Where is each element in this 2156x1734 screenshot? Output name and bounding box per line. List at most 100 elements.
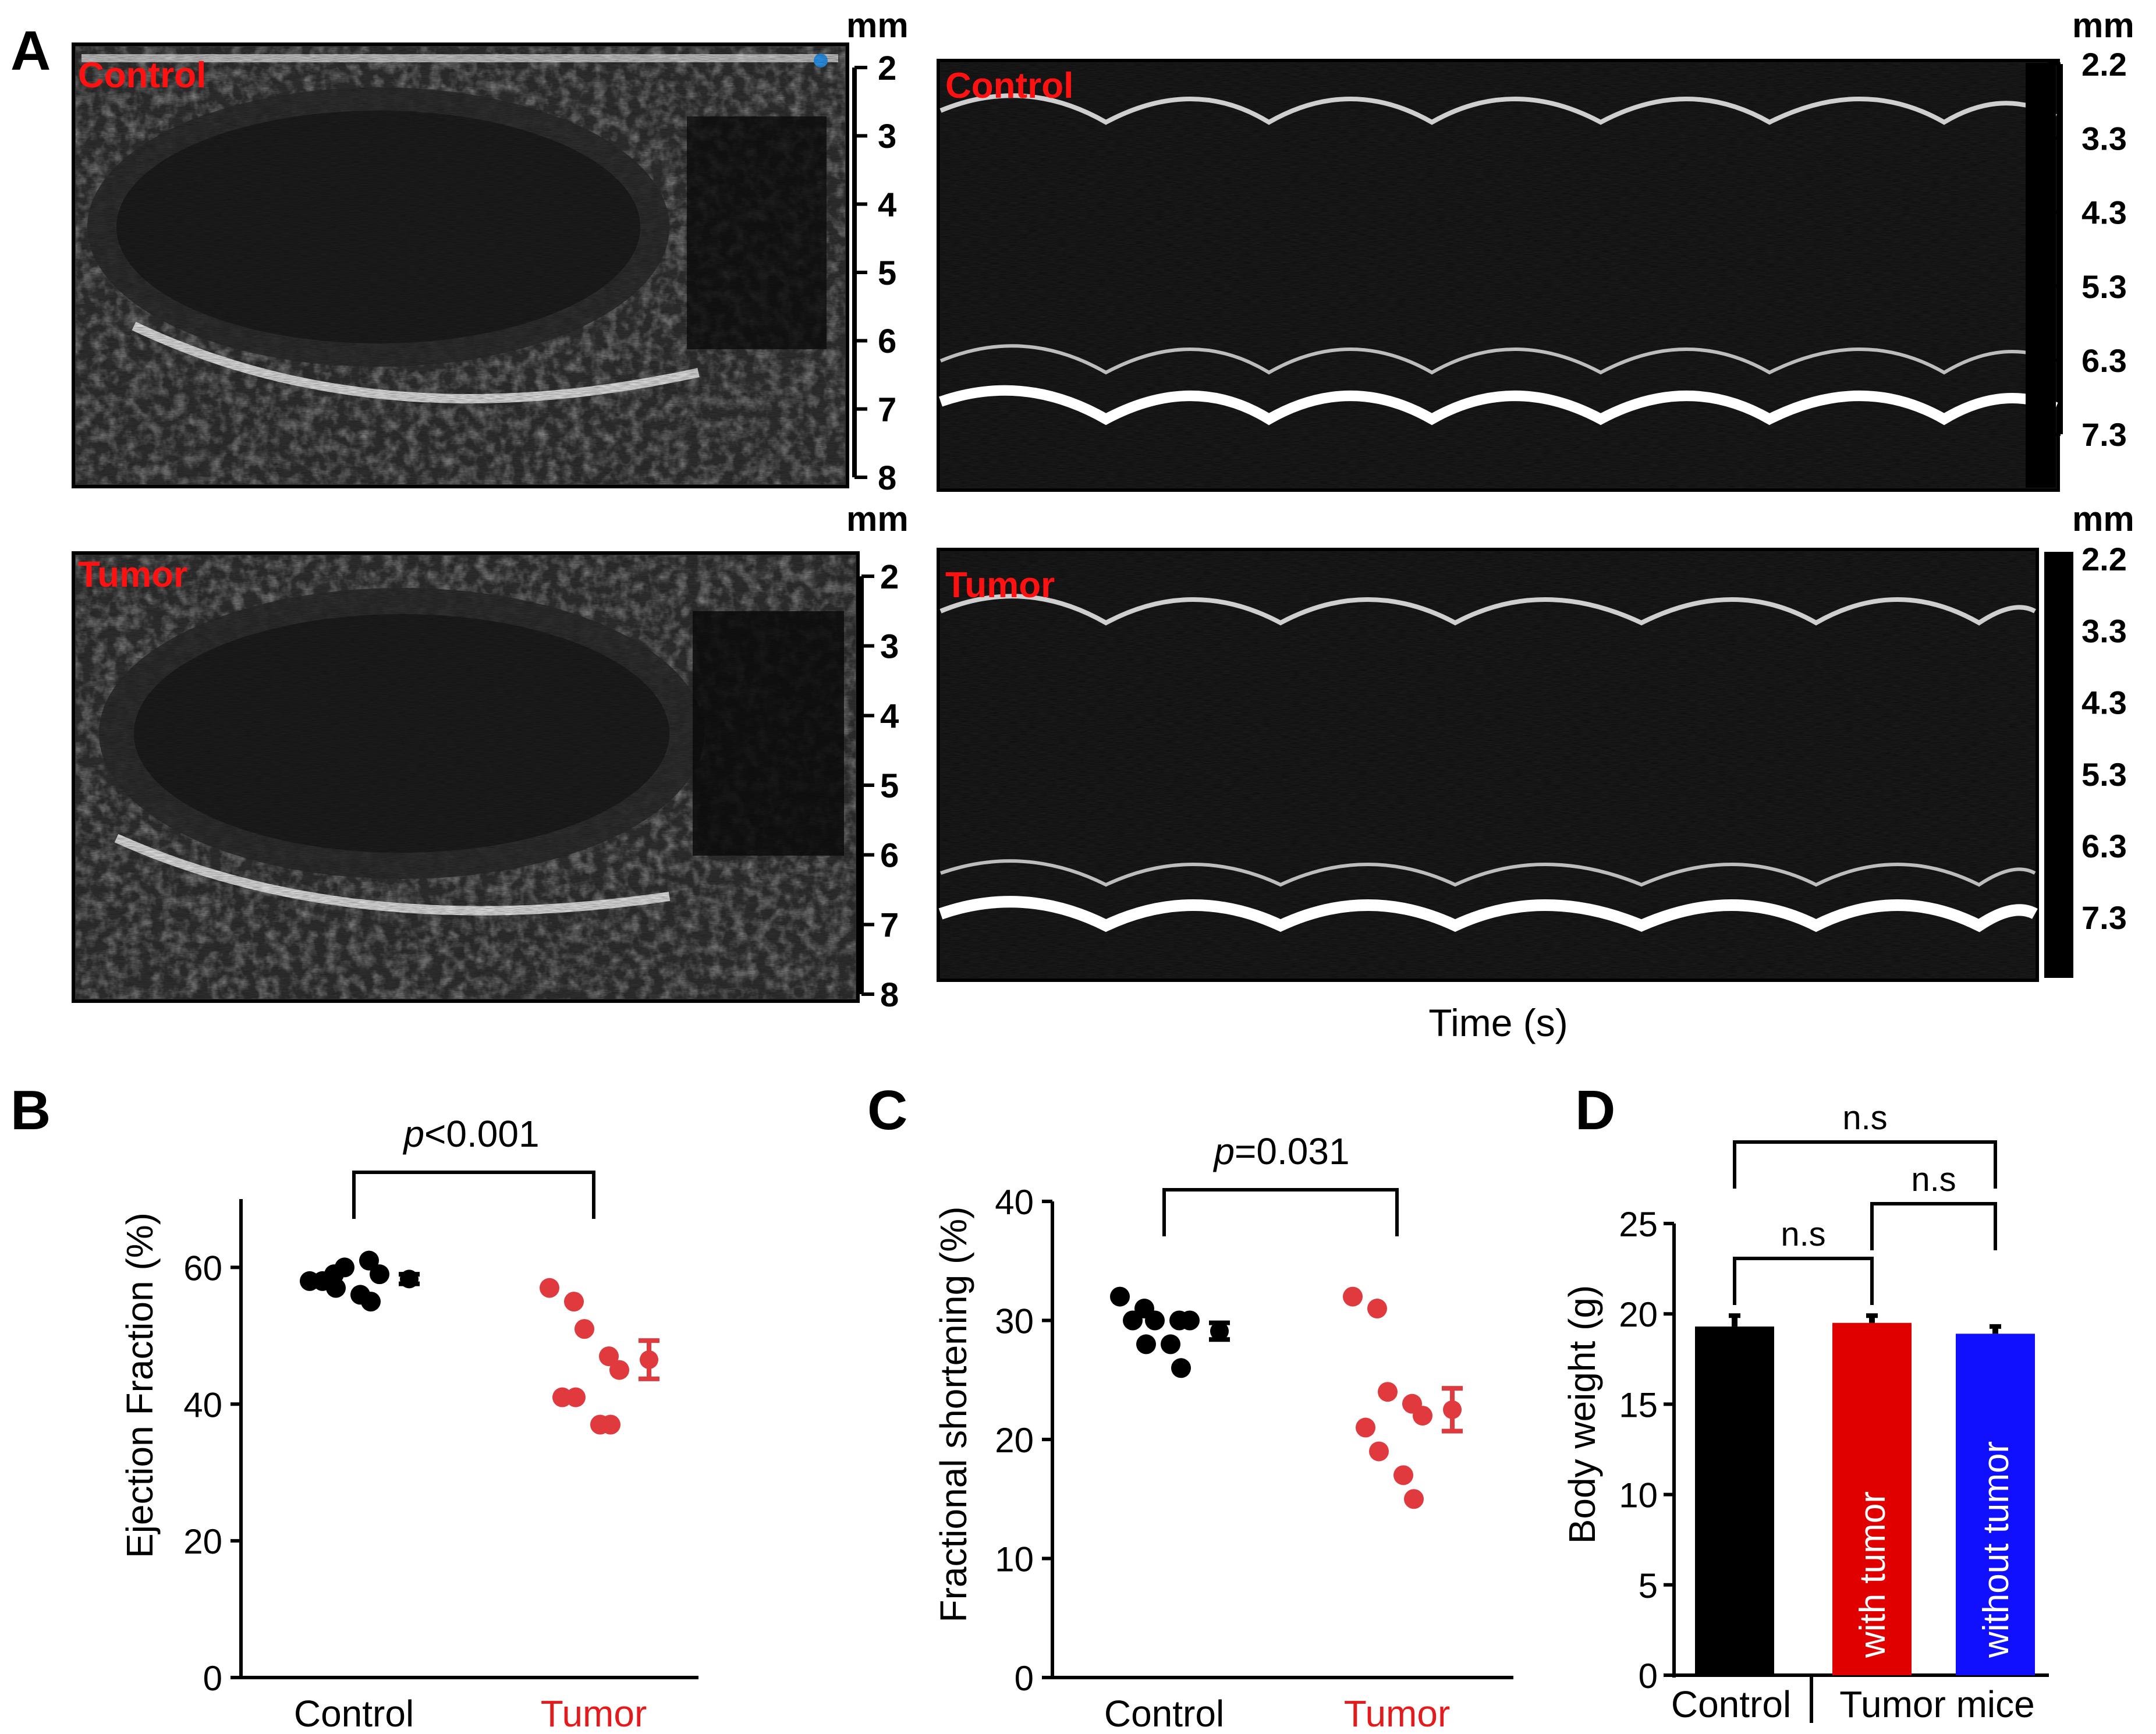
- data-point: [1123, 1310, 1143, 1331]
- y-tick-label: 10: [995, 1540, 1034, 1579]
- panel-d-plot: 0 5 10 15 20 25 with tumor without tumor n.s n.s n…: [1619, 1099, 2049, 1696]
- y-tick-label: 15: [1619, 1385, 1658, 1424]
- tumor-mmode-image: [937, 548, 2073, 982]
- data-point: [1343, 1286, 1363, 1307]
- group-label-tumor-mice: Tumor mice: [1839, 1683, 2034, 1725]
- data-point: [1367, 1299, 1387, 1319]
- bar: [1956, 1334, 2035, 1675]
- scale-tick-label: 8: [878, 459, 896, 497]
- control-bmode-label: Control: [78, 55, 206, 95]
- unit-label-top-right: mm: [2072, 6, 2134, 45]
- panel-c-pvalue-rest: =0.031: [1235, 1130, 1350, 1172]
- scale-tick-label: 4.3: [2081, 194, 2127, 231]
- y-tick-label: 40: [183, 1385, 222, 1424]
- y-tick-label: 20: [995, 1421, 1034, 1460]
- depth-scale-control-bmode: 2 3 4 5 6 7 8: [852, 49, 896, 497]
- data-point: [599, 1346, 619, 1367]
- data-point: [335, 1257, 354, 1278]
- category-label: Control: [294, 1693, 414, 1734]
- y-tick-label: 10: [1619, 1476, 1658, 1515]
- data-point: [566, 1387, 586, 1407]
- data-point: [326, 1278, 346, 1298]
- scale-tick-label: 4.3: [2081, 685, 2127, 721]
- significance-bracket: [352, 1171, 595, 1219]
- data-point: [361, 1292, 381, 1312]
- depth-scale-tumor-bmode: 2 3 4 5 6 7 8: [859, 558, 899, 1014]
- significance-bracket-with-vs-without: [1870, 1202, 1997, 1250]
- scale-tick-label: 3: [880, 628, 899, 666]
- scale-tick-label: 3.3: [2081, 612, 2127, 649]
- y-tick-label: 0: [1015, 1659, 1034, 1698]
- panel-a-letter: A: [10, 20, 51, 82]
- data-point: [564, 1292, 584, 1312]
- mean-marker: [640, 1350, 658, 1369]
- data-point: [1161, 1334, 1180, 1354]
- y-tick-label: 25: [1619, 1205, 1658, 1244]
- scale-tick-label: 3.3: [2081, 120, 2127, 157]
- panel-c-ylabel: Fractional shortening (%): [932, 1207, 974, 1623]
- unit-label-bottom-left: mm: [846, 499, 909, 538]
- depth-scale-tumor-mmode: 2.2 3.3 4.3 5.3 6.3 7.3: [2048, 541, 2127, 936]
- y-tick-label: 30: [995, 1302, 1034, 1341]
- scale-tick-label: 7: [878, 391, 896, 429]
- scale-tick-label: 5.3: [2081, 756, 2127, 793]
- data-point: [1378, 1382, 1398, 1402]
- scale-tick-label: 2: [878, 49, 896, 87]
- y-tick-label: 20: [1619, 1295, 1658, 1334]
- scale-tick-label: 4: [878, 186, 896, 224]
- y-tick-label: 60: [183, 1249, 222, 1288]
- panel-d: D Body weight (g) 0 5 10 15 20 25 with tumor wi…: [1561, 1079, 2049, 1725]
- panel-c: C Fractional shortening (%) p=0.031 0 10 2…: [867, 1079, 1513, 1734]
- data-point: [1171, 1358, 1191, 1378]
- panel-a: A Control Tumor: [10, 6, 2134, 1044]
- bar-label: with tumor: [1853, 1491, 1893, 1658]
- panel-b-plot: 0 20 40 60 Control Tumor: [183, 1171, 698, 1734]
- data-point: [540, 1278, 559, 1298]
- control-bmode-image: [72, 42, 849, 488]
- significance-label: n.s: [1781, 1215, 1825, 1253]
- category-label: Tumor: [541, 1693, 647, 1734]
- y-tick-label: 20: [183, 1522, 222, 1561]
- data-point: [1404, 1489, 1424, 1509]
- category-label: Control: [1104, 1693, 1224, 1734]
- scale-tick-label: 2: [880, 558, 899, 596]
- mean-marker: [1443, 1400, 1462, 1419]
- panel-c-pvalue-p: p: [1212, 1130, 1235, 1172]
- data-point: [1136, 1334, 1156, 1354]
- scale-tick-label: 2.2: [2081, 541, 2127, 577]
- panel-b-pvalue-p: p: [402, 1113, 424, 1155]
- panel-b-ylabel: Ejection Fraction (%): [119, 1212, 161, 1558]
- y-tick-label: 5: [1639, 1566, 1658, 1605]
- panel-d-ylabel: Body weight (g): [1561, 1285, 1603, 1544]
- mean-marker: [400, 1270, 419, 1289]
- data-point: [575, 1319, 594, 1339]
- tumor-bmode-image: [72, 551, 860, 1003]
- y-tick-label: 0: [1639, 1657, 1658, 1696]
- scale-tick-label: 6.3: [2081, 828, 2127, 864]
- category-label: Tumor: [1344, 1693, 1451, 1734]
- unit-label-bottom-right: mm: [2072, 499, 2134, 538]
- panel-b-pvalue-rest: <0.001: [424, 1113, 540, 1155]
- scale-tick-label: 8: [880, 976, 899, 1014]
- significance-bracket-control-vs-without: [1733, 1140, 1997, 1189]
- tumor-mmode-label: Tumor: [945, 565, 1055, 605]
- scale-tick-label: 5: [880, 767, 899, 805]
- control-mmode-label: Control: [945, 66, 1073, 106]
- time-axis-label: Time (s): [1428, 1001, 1568, 1044]
- control-mmode-image: [937, 59, 2060, 492]
- y-tick-label: 0: [203, 1659, 222, 1698]
- scale-tick-label: 7.3: [2081, 416, 2127, 453]
- tumor-bmode-label: Tumor: [78, 555, 187, 595]
- scale-tick-label: 6.3: [2081, 342, 2127, 379]
- depth-scale-control-mmode: 2.2 3.3 4.3 5.3 6.3 7.3: [2048, 46, 2127, 453]
- significance-label: n.s: [1842, 1099, 1887, 1137]
- data-point: [1110, 1286, 1130, 1307]
- scale-tick-label: 7.3: [2081, 899, 2127, 936]
- scale-tick-label: 7: [880, 906, 899, 944]
- mean-marker: [1210, 1321, 1229, 1341]
- panel-b-pvalue: p<0.001: [402, 1113, 539, 1155]
- panel-c-pvalue: p=0.031: [1212, 1130, 1349, 1172]
- y-tick-label: 40: [995, 1183, 1034, 1222]
- scale-tick-label: 5: [878, 254, 896, 292]
